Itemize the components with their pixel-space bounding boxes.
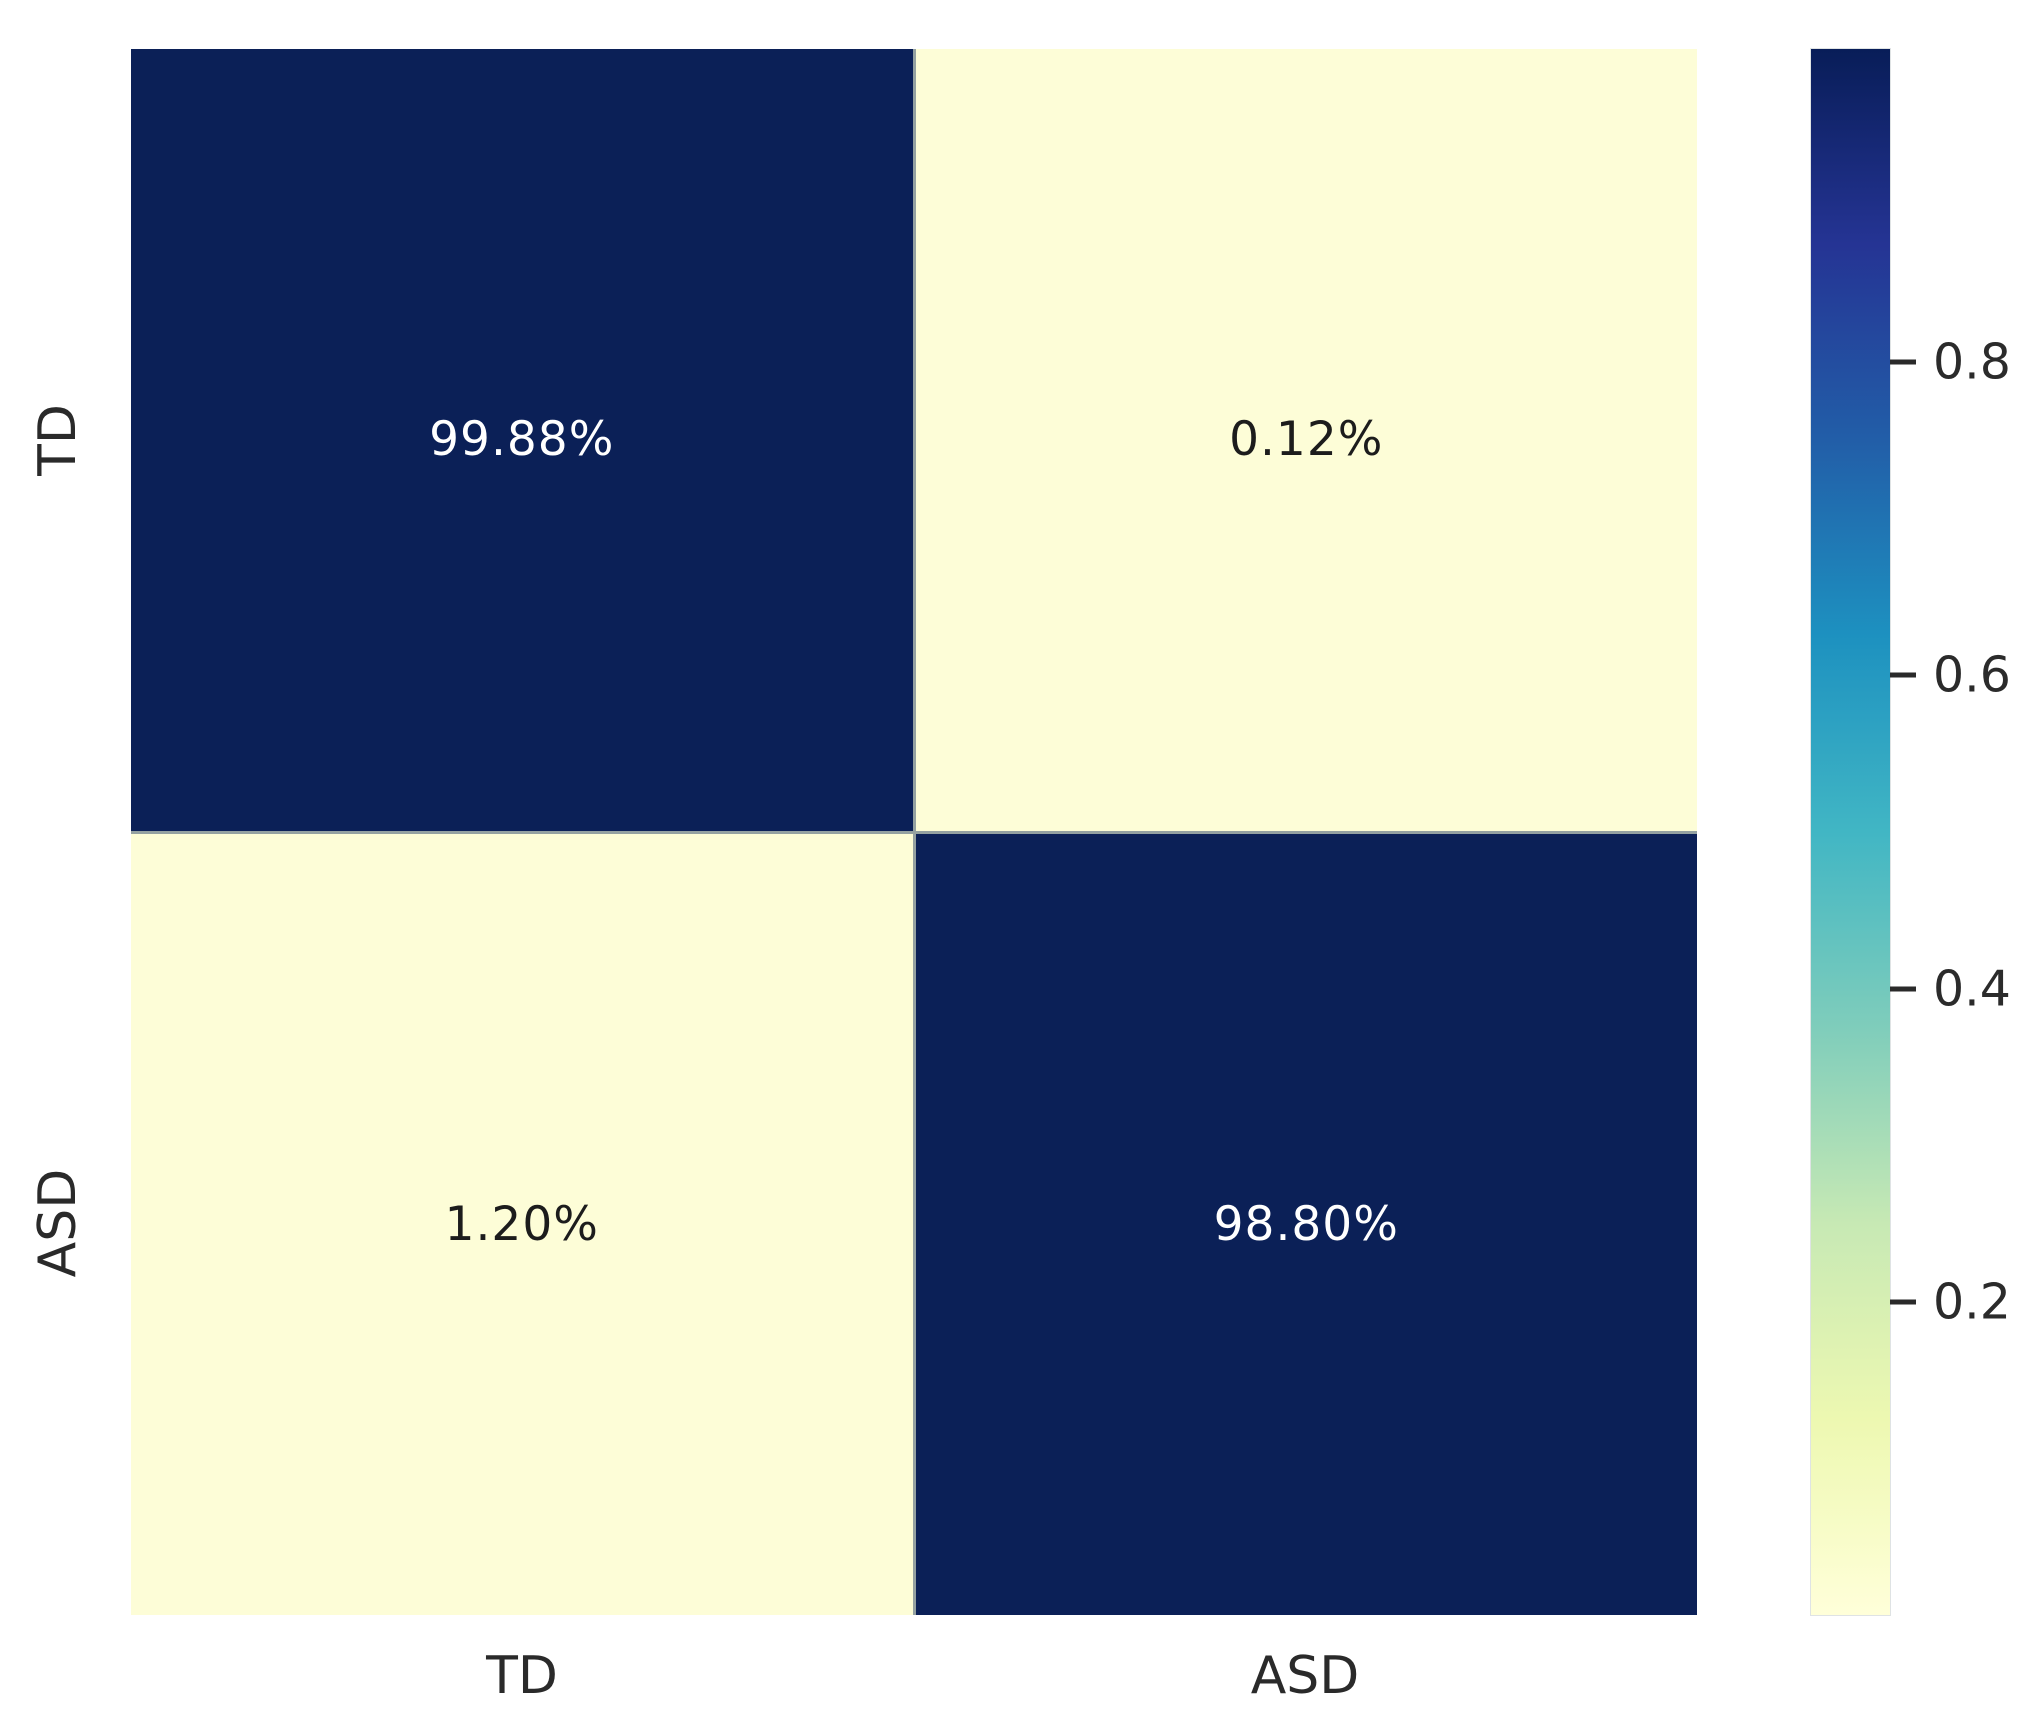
x-tick-label-td: TD	[486, 1646, 558, 1706]
colorbar-gradient	[1810, 48, 1891, 1616]
cell-true-asd-pred-td: 1.20%	[131, 833, 913, 1615]
cell-true-td-pred-td: 99.88%	[131, 49, 913, 831]
colorbar-tick-mark	[1890, 359, 1916, 365]
cell-value-label: 98.80%	[1213, 1196, 1399, 1252]
cell-value-label: 0.12%	[1229, 412, 1384, 468]
colorbar-tick-mark	[1890, 986, 1916, 992]
colorbar-tick-0.6: 0.6	[1890, 647, 2011, 704]
colorbar-tick-label: 0.8	[1933, 333, 2011, 391]
cell-value-label: 99.88%	[429, 412, 615, 468]
colorbar-tick-0.4: 0.4	[1890, 961, 2011, 1018]
colorbar-tick-mark	[1890, 672, 1916, 678]
colorbar-tick-label: 0.6	[1933, 646, 2011, 704]
cell-true-asd-pred-asd: 98.80%	[915, 833, 1697, 1615]
heatmap-grid: 99.88% 0.12% 1.20% 98.80%	[131, 49, 1697, 1615]
colorbar-tick-label: 0.2	[1933, 1273, 2011, 1331]
y-tick-label-asd: ASD	[28, 1168, 88, 1278]
colorbar-tick-0.2: 0.2	[1890, 1274, 2011, 1331]
cell-true-td-pred-asd: 0.12%	[915, 49, 1697, 831]
colorbar-tick-mark	[1890, 1299, 1916, 1305]
cell-value-label: 1.20%	[444, 1196, 599, 1252]
y-tick-label-td: TD	[28, 404, 88, 476]
colorbar-tick-0.8: 0.8	[1890, 334, 2011, 391]
x-tick-label-asd: ASD	[1250, 1646, 1360, 1706]
colorbar-tick-label: 0.4	[1933, 960, 2011, 1018]
